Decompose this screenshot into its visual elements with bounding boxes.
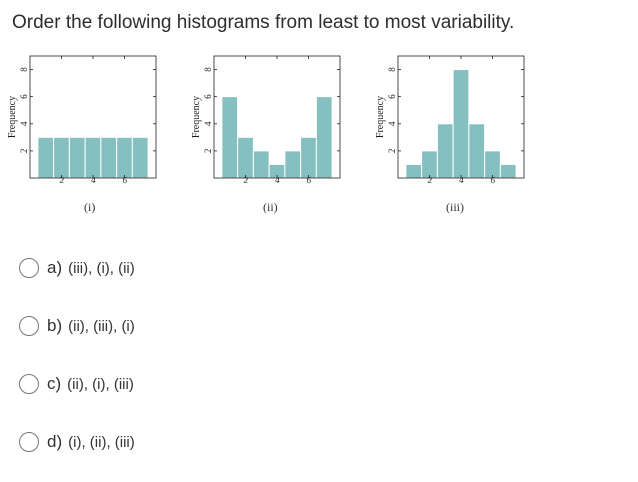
radio-button[interactable] [19, 432, 39, 452]
histogram-bar [237, 136, 254, 179]
histogram-bar [315, 96, 333, 179]
x-tick-label: 4 [458, 175, 464, 186]
y-tick-label: 6 [203, 94, 213, 99]
option-text: (i), (ii), (iii) [68, 433, 135, 451]
histogram-bar [468, 123, 486, 179]
y-axis-label: Frequency [7, 96, 18, 138]
histogram-label-iii: (iii) [446, 200, 464, 214]
y-tick-label: 8 [19, 67, 29, 72]
y-tick-label: 4 [387, 121, 397, 126]
option-d[interactable]: d) (i), (ii), (iii) [19, 430, 135, 454]
y-axis-label: Frequency [375, 96, 386, 138]
question-text: Order the following histograms from leas… [12, 12, 515, 33]
y-tick-label: 8 [203, 67, 213, 72]
radio-button[interactable] [19, 258, 39, 278]
option-text: (ii), (i), (iii) [67, 375, 134, 393]
histogram-ii: 2 4 6 8 2 4 6 Frequency [191, 40, 372, 200]
histogram-bar [436, 123, 454, 179]
histogram-bar [37, 136, 55, 179]
option-text: (iii), (i), (ii) [68, 259, 135, 277]
y-tick-label: 6 [19, 94, 29, 99]
histogram-bar [284, 150, 302, 179]
radio-button[interactable] [19, 374, 39, 394]
histogram-bar [100, 136, 118, 179]
histogram-bar [405, 163, 423, 179]
y-tick-label: 2 [19, 149, 29, 154]
option-letter: b) [47, 316, 63, 335]
y-tick-label: 2 [203, 149, 213, 154]
option-text: (ii), (iii), (i) [68, 317, 135, 335]
histogram-label-ii: (ii) [263, 200, 278, 214]
histogram-i: 2 4 6 8 2 4 6 Frequency [7, 40, 188, 200]
histogram-label-i: (i) [84, 200, 96, 214]
y-tick-label: 4 [19, 121, 29, 126]
histogram-bar [300, 136, 317, 179]
x-tick-label: 4 [274, 175, 280, 186]
option-b[interactable]: b) (ii), (iii), (i) [19, 314, 135, 338]
histogram-iii: 2 4 6 8 2 4 6 Frequency [375, 40, 556, 200]
option-letter: c) [47, 374, 62, 393]
y-tick-label: 8 [387, 67, 397, 72]
radio-button[interactable] [19, 316, 39, 336]
y-tick-label: 4 [203, 121, 213, 126]
y-tick-label: 6 [387, 94, 397, 99]
y-axis-label: Frequency [191, 96, 202, 138]
option-letter: a) [47, 258, 63, 277]
histogram-bar [116, 136, 133, 179]
option-c[interactable]: c) (ii), (i), (iii) [19, 372, 134, 396]
x-tick-label: 6 [306, 175, 312, 186]
histogram-bar [221, 96, 239, 179]
x-tick-label: 6 [490, 175, 496, 186]
x-tick-label: 4 [90, 175, 96, 186]
histogram-bar [68, 136, 86, 179]
x-tick-label: 6 [122, 175, 128, 186]
histogram-bar [53, 136, 70, 179]
histogram-bar [252, 150, 270, 179]
histogram-bar [84, 136, 102, 179]
x-tick-label: 2 [59, 175, 65, 186]
histogram-bar [499, 163, 517, 179]
y-tick-label: 2 [387, 149, 397, 154]
x-tick-label: 2 [243, 175, 249, 186]
option-a[interactable]: a) (iii), (i), (ii) [19, 256, 135, 280]
option-letter: d) [47, 432, 63, 451]
histogram-bar [131, 136, 149, 179]
histogram-bar [452, 69, 470, 179]
x-tick-label: 2 [427, 175, 433, 186]
